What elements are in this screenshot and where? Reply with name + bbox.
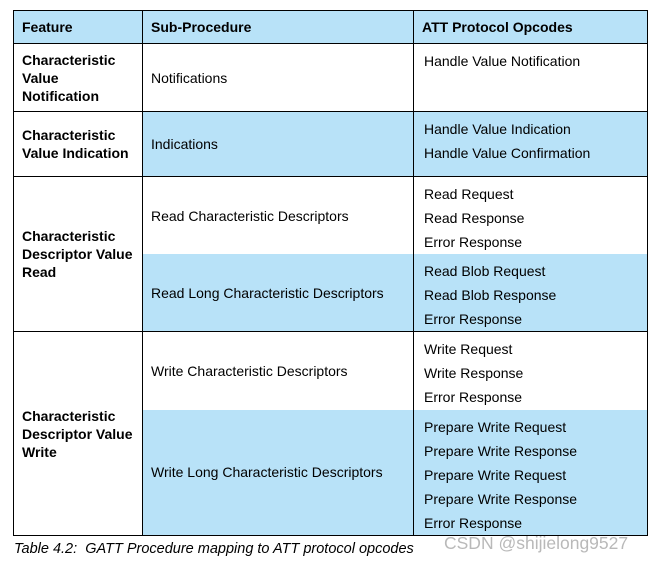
table-row: Write Long Characteristic Descriptors Pr…	[14, 409, 648, 536]
sub-procedure-cell: Write Characteristic Descriptors	[142, 331, 414, 410]
feature-cell: Characteristic Value Notification	[13, 43, 143, 112]
opcode-line: Handle Value Confirmation	[424, 145, 591, 161]
sub-procedure-cell: Write Long Characteristic Descriptors	[142, 409, 414, 536]
opcode-line: Error Response	[424, 389, 523, 405]
opcode-line: Prepare Write Response	[424, 442, 578, 459]
opcodes-cell: Write Request Write Response Error Respo…	[413, 331, 648, 410]
table-caption: Table 4.2: GATT Procedure mapping to ATT…	[14, 541, 414, 557]
opcode-line: Error Response	[424, 234, 523, 250]
opcodes-cell: Handle Value Indication Handle Value Con…	[413, 111, 648, 177]
feature-cell: Characteristic Descriptor Value Write	[13, 331, 143, 536]
opcode-line: Read Blob Response	[424, 287, 557, 303]
opcodes-cell: Read Request Read Response Error Respons…	[413, 176, 648, 254]
opcode-line: Read Request	[424, 186, 514, 202]
header-cell-sub-procedure: Sub-Procedure	[142, 10, 414, 44]
table-row: Characteristic Value Notification Notifi…	[13, 43, 648, 112]
opcodes-cell: Read Blob Request Read Blob Response Err…	[413, 254, 648, 332]
sub-procedure-cell: Read Long Characteristic Descriptors	[142, 254, 414, 332]
opcodes-cell: Prepare Write Request Prepare Write Resp…	[413, 409, 648, 536]
table-row: Characteristic Descriptor Value Read Rea…	[13, 176, 648, 332]
feature-cell: Characteristic Descriptor Value Read	[13, 176, 143, 332]
opcode-line: Error Response	[424, 311, 523, 327]
opcode-line: Prepare Write Request	[424, 466, 567, 483]
gatt-att-mapping-table: Feature Sub-Procedure ATT Protocol Opcod…	[13, 10, 648, 536]
feature-cell: Characteristic Value Indication	[13, 111, 143, 177]
opcode-line: Handle Value Indication	[424, 121, 571, 137]
sub-procedure-cell: Read Characteristic Descriptors	[142, 176, 414, 254]
table-row: Read Long Characteristic Descriptors Rea…	[14, 254, 648, 332]
opcode-line: Prepare Write Request	[424, 418, 567, 435]
table-row: Characteristic Value Indication Indicati…	[13, 111, 648, 177]
opcode-line: Handle Value Notification	[424, 53, 581, 69]
table-header-row: Feature Sub-Procedure ATT Protocol Opcod…	[13, 10, 648, 44]
opcode-line: Write Response	[424, 365, 524, 381]
sub-procedure-cell: Notifications	[142, 43, 414, 112]
sub-procedure-cell: Indications	[142, 111, 414, 177]
opcodes-cell: Handle Value Notification	[413, 43, 648, 112]
header-cell-att-opcodes: ATT Protocol Opcodes	[413, 10, 648, 44]
opcode-line: Prepare Write Response	[424, 490, 578, 507]
opcode-line: Error Response	[424, 514, 523, 531]
opcode-line: Read Response	[424, 210, 525, 226]
opcode-line: Read Blob Request	[424, 263, 546, 279]
header-cell-feature: Feature	[13, 10, 143, 44]
table-row: Characteristic Descriptor Value Write Wr…	[13, 331, 648, 536]
watermark-text: CSDN @shijielong9527	[444, 533, 629, 553]
opcode-line: Write Request	[424, 341, 513, 357]
